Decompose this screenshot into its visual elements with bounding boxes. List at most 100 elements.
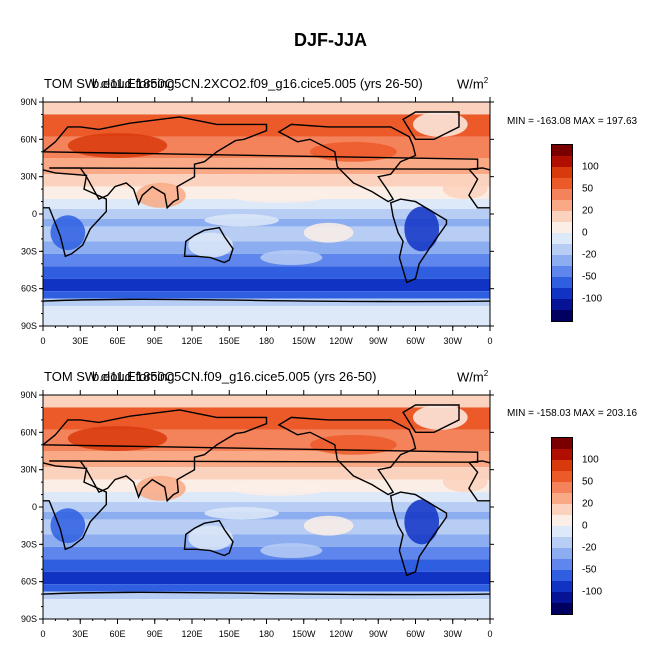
lon-label: 150W: [292, 629, 316, 639]
colorbar-tick-label: -50: [582, 564, 597, 576]
colorbar: [551, 144, 573, 322]
field-band: [43, 599, 490, 619]
colorbar-tick-label: -100: [582, 586, 603, 598]
lon-label: 60E: [109, 629, 125, 639]
lat-label: 60S: [21, 284, 37, 294]
colorbar-swatch: [551, 277, 573, 288]
panel-title: TOM SW cloud forcing: [44, 369, 175, 384]
colorbar-swatch: [551, 537, 573, 548]
lat-label: 90N: [20, 97, 37, 107]
colorbar-swatch: [551, 482, 573, 493]
field-band: [43, 158, 490, 175]
coastline: [467, 167, 490, 209]
lon-label: 60W: [406, 336, 425, 346]
colorbar-swatch: [551, 471, 573, 482]
colorbar-swatch: [551, 548, 573, 559]
lon-label: 60E: [109, 336, 125, 346]
colorbar-tick-label: -20: [582, 542, 597, 554]
colorbar-swatch: [551, 222, 573, 233]
panel-title: TOM SW cloud forcing: [44, 76, 175, 91]
coastline: [402, 404, 460, 433]
field-band: [43, 306, 490, 326]
panel-case-name: b.e11.E1850C5CN.2XCO2.f09_g16.cice5.005 …: [92, 76, 423, 91]
colorbar-swatch: [551, 493, 573, 504]
colorbar-tick-label: -50: [582, 271, 597, 283]
lat-label: 90S: [21, 321, 37, 331]
map-panel-bottom: TOM SW cloud forcing b.e11.E1850C5CN.f09…: [0, 369, 661, 663]
min-max-label: MIN = -163.08 MAX = 197.63: [507, 116, 638, 127]
lon-label: 30E: [72, 336, 88, 346]
colorbar-swatch: [551, 178, 573, 189]
field-band: [43, 174, 490, 187]
coastline: [402, 111, 460, 140]
field-anomaly: [303, 515, 354, 536]
lon-label: 180: [259, 336, 274, 346]
field-band: [43, 209, 490, 219]
field-anomaly: [229, 187, 329, 203]
field-anomaly: [260, 250, 323, 266]
field-anomaly: [404, 499, 440, 545]
lon-label: 120E: [181, 336, 202, 346]
field-anomaly: [413, 111, 468, 137]
colorbar-swatch: [551, 167, 573, 178]
colorbar-tick-label: -20: [582, 249, 597, 261]
panel-case-text: b.e11.E1850C5CN.2XCO2.f09_g16.cice5.005 …: [92, 76, 423, 91]
lon-label: 30W: [443, 336, 462, 346]
lat-label: 30S: [21, 246, 37, 256]
lat-label: 30N: [20, 465, 37, 475]
lon-label: 90W: [369, 336, 388, 346]
colorbar-swatch: [551, 526, 573, 537]
lat-label: 60N: [20, 427, 37, 437]
field-band: [43, 591, 490, 600]
panel-case-name: b.e11.E1850C5CN.f09_g16.cice5.005 (yrs 2…: [92, 369, 377, 384]
field-band: [43, 492, 490, 503]
map-panel-top: TOM SW cloud forcing b.e11.E1850C5CN.2XC…: [0, 76, 661, 370]
field-band: [43, 467, 490, 480]
colorbar-tick-label: 100: [582, 161, 599, 173]
colorbar-swatch: [551, 189, 573, 200]
lat-label: 90S: [21, 614, 37, 624]
field-anomaly: [188, 525, 233, 551]
panel-units: W/m2: [457, 76, 489, 92]
field-anomaly: [442, 472, 488, 493]
field-band: [43, 502, 490, 512]
coastline: [43, 169, 107, 258]
lon-label: 150W: [292, 336, 316, 346]
field-band: [43, 291, 490, 299]
field-anomaly: [188, 232, 233, 258]
field-band: [43, 451, 490, 468]
field-band: [43, 534, 490, 547]
coastline: [43, 409, 479, 503]
colorbar-tick-label: 0: [582, 227, 588, 239]
coastline: [0, 112, 12, 139]
field-band: [43, 584, 490, 592]
field-anomaly: [204, 214, 279, 227]
colorbar-tick-label: 20: [582, 498, 594, 510]
colorbar-swatch: [551, 299, 573, 310]
colorbar-tick-label: 20: [582, 205, 594, 217]
panel-title-text: TOM SW cloud forcing: [44, 76, 175, 91]
colorbar-swatch: [551, 603, 573, 615]
coastline: [183, 226, 234, 264]
lon-label: 30E: [72, 629, 88, 639]
field-anomaly: [309, 434, 397, 455]
coastline: [43, 462, 107, 551]
field-anomaly: [204, 507, 279, 520]
field-band: [43, 519, 490, 535]
field-band: [43, 278, 490, 292]
lon-label: 120W: [329, 629, 353, 639]
colorbar-swatch: [551, 570, 573, 581]
lon-label: 180: [259, 629, 274, 639]
colorbar-tick-label: 100: [582, 454, 599, 466]
colorbar-swatch: [551, 233, 573, 244]
panel-title-text: TOM SW cloud forcing: [44, 369, 175, 384]
colorbar-swatch: [551, 266, 573, 277]
field-band: [43, 559, 490, 572]
lon-label: 60W: [406, 629, 425, 639]
colorbar-swatch: [551, 559, 573, 570]
field-band: [43, 102, 490, 115]
field-anomaly: [260, 543, 323, 559]
lat-label: 0: [32, 209, 37, 219]
